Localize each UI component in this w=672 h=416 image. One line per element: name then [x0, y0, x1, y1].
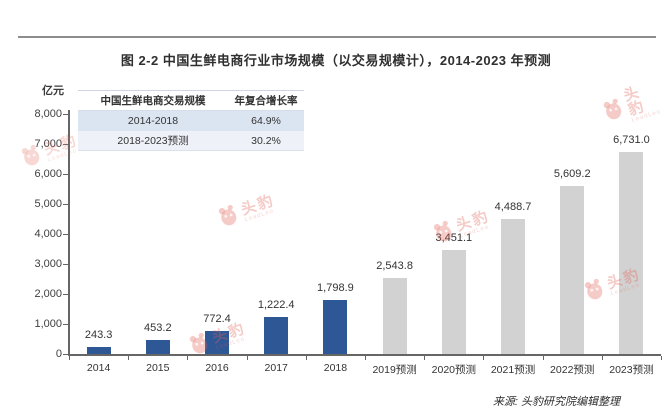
chart-title: 图 2-2 中国生鲜电商行业市场规模（以交易规模计），2014-2023 年预测 — [120, 53, 552, 68]
x-tick-mark — [69, 356, 70, 360]
bar-value-label: 772.4 — [203, 313, 231, 325]
bar-slot-2014: 243.3 — [69, 114, 128, 354]
plot-area: 243.3 453.2 772.4 1,222.4 1,798.9 2,543.8 3,45… — [69, 114, 661, 354]
y-tick-mark — [63, 234, 68, 235]
forecast-bar-2019预测 — [382, 278, 407, 354]
forecast-bar-2023预测 — [619, 152, 644, 354]
y-tick-mark — [63, 114, 68, 115]
table-cell-cagr: 30.2% — [251, 135, 281, 147]
y-tick-label-5000: 5,000 — [34, 198, 62, 210]
x-axis-label-2023预测: 2023预测 — [609, 364, 654, 376]
table-cell-cagr: 64.9% — [251, 115, 281, 127]
bar-slot-2019预测: 2,543.8 — [365, 114, 424, 354]
bar-slot-2017: 1,222.4 — [247, 114, 306, 354]
y-tick-label-3000: 3,000 — [34, 258, 62, 270]
table-header-cagr: 年复合增长率 — [234, 95, 298, 107]
bar-slot-2018: 1,798.9 — [306, 114, 365, 354]
x-axis-label-2019预测: 2019预测 — [372, 364, 417, 376]
x-tick-mark — [424, 356, 426, 360]
y-tick-mark — [63, 204, 68, 205]
x-tick-mark — [483, 356, 485, 360]
x-tick-mark — [661, 356, 662, 360]
x-axis-label-2016: 2016 — [205, 362, 229, 374]
y-tick-mark — [63, 294, 68, 295]
x-axis-label-2015: 2015 — [146, 362, 170, 374]
bar-value-label: 453.2 — [144, 322, 172, 334]
x-axis-labels: 2014 2015 2016 2017 2018 2019预测 2020预测 2021预测 20… — [69, 362, 661, 377]
bar-slot-2015: 453.2 — [128, 114, 187, 354]
x-tick-mark — [246, 356, 248, 360]
bar-value-label: 1,222.4 — [257, 299, 295, 311]
y-tick-mark — [63, 174, 68, 175]
y-axis-line — [68, 110, 70, 355]
actual-bar-2014 — [86, 347, 111, 354]
bar-slot-2016: 772.4 — [187, 114, 246, 354]
cagr-summary-table: 中国生鲜电商交易规模 年复合增长率 2014-2018 64.9% 2018-2… — [78, 90, 304, 151]
y-tick-mark — [63, 264, 68, 265]
y-axis-unit-label: 亿元 — [42, 85, 64, 97]
table-header-row: 中国生鲜电商交易规模 年复合增长率 — [78, 91, 304, 111]
y-tick-mark — [63, 354, 68, 355]
bar-value-label: 1,798.9 — [317, 282, 354, 294]
y-tick-label-4000: 4,000 — [34, 228, 62, 240]
bar-value-label: 4,488.7 — [494, 201, 532, 213]
actual-bar-2016 — [205, 331, 229, 354]
table-header-scale: 中国生鲜电商交易规模 — [100, 95, 206, 107]
y-tick-label-2000: 2,000 — [34, 288, 62, 300]
bar-value-label: 243.3 — [84, 329, 113, 341]
y-tick-label-8000: 8,000 — [34, 108, 62, 120]
x-axis-label-2014: 2014 — [86, 362, 111, 374]
x-axis-line — [68, 354, 661, 356]
actual-bar-2018 — [323, 300, 348, 354]
table-cell-period: 2014-2018 — [127, 115, 179, 127]
x-tick-mark — [128, 356, 130, 360]
watermark-brand-text: 头豹 — [621, 83, 648, 120]
source-note: 来源: 头豹研究院编辑整理 — [492, 396, 620, 408]
x-axis-label-2018: 2018 — [323, 362, 348, 374]
y-tick-label-6000: 6,000 — [34, 168, 62, 180]
y-tick-mark — [63, 144, 68, 145]
forecast-bar-2022预测 — [560, 186, 585, 354]
x-tick-mark — [187, 356, 189, 360]
bar-value-label: 3,451.1 — [435, 232, 473, 244]
actual-bar-2017 — [264, 317, 289, 354]
x-axis-label-2020预测: 2020预测 — [431, 364, 476, 376]
table-cell-period: 2018-2023预测 — [117, 135, 189, 147]
top-divider-line — [18, 36, 656, 38]
bar-slot-2023预测: 6,731.0 — [602, 114, 661, 354]
x-axis-label-2022预测: 2022预测 — [550, 364, 595, 376]
bar-value-label: 5,609.2 — [553, 168, 591, 180]
y-tick-label-0: 0 — [55, 348, 62, 360]
y-tick-mark — [63, 324, 68, 325]
bar-value-label: 6,731.0 — [613, 134, 650, 146]
bar-slot-2021预测: 4,488.7 — [483, 114, 542, 354]
x-tick-mark — [365, 356, 366, 360]
x-axis-label-2021预测: 2021预测 — [490, 364, 536, 376]
actual-bar-2015 — [145, 340, 170, 354]
table-row: 2018-2023预测 30.2% — [78, 131, 304, 151]
forecast-bar-2021预测 — [501, 219, 526, 354]
bar-slot-2022预测: 5,609.2 — [543, 114, 602, 354]
x-axis-label-2017: 2017 — [264, 362, 288, 374]
x-tick-mark — [305, 356, 307, 360]
bar-slot-2020预测: 3,451.1 — [424, 114, 483, 354]
x-tick-mark — [542, 356, 544, 360]
y-tick-label-1000: 1,000 — [34, 318, 62, 330]
forecast-bar-2020预测 — [441, 250, 466, 354]
x-tick-mark — [601, 356, 603, 360]
bar-value-label: 2,543.8 — [376, 260, 413, 272]
table-row: 2014-2018 64.9% — [78, 111, 304, 131]
y-tick-label-7000: 7,000 — [34, 138, 62, 150]
